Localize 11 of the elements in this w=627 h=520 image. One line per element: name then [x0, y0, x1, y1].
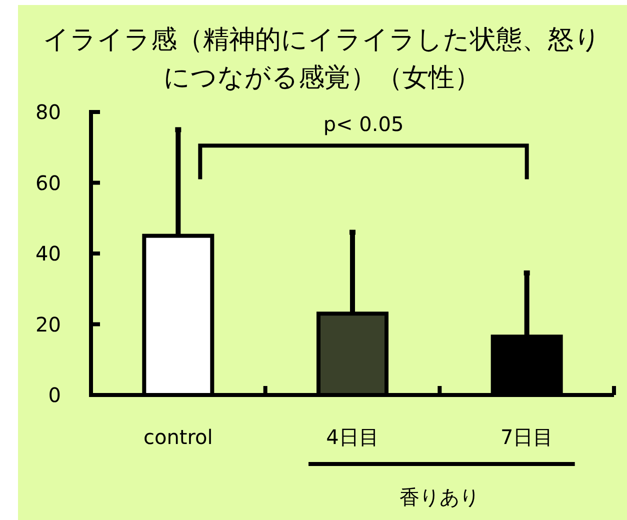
x-tick-label: 7日目 — [500, 425, 554, 449]
y-tick-label: 40 — [36, 242, 61, 266]
chart-title: イライラ感（精神的にイライラした状態、怒りにつながる感覚）（女性） — [43, 25, 601, 93]
y-tick-label: 0 — [48, 383, 61, 407]
x-tick-label: control — [144, 425, 213, 449]
annotation: p< 0.05 — [323, 112, 404, 136]
y-tick-label: 80 — [36, 100, 61, 124]
y-tick-label: 20 — [36, 312, 61, 336]
x-tick-label: 4日目 — [326, 425, 379, 449]
y-tick-label: 60 — [36, 170, 61, 195]
text: 香りあり — [400, 485, 480, 509]
